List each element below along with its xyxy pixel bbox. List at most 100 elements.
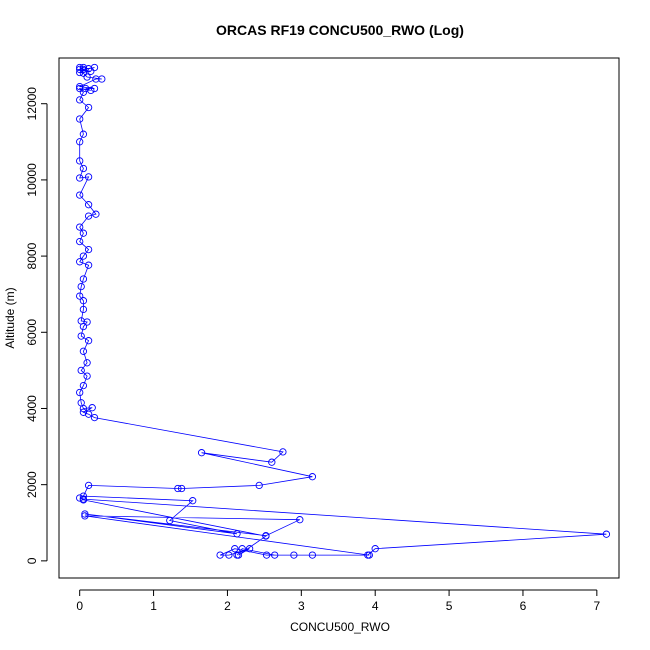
data-point xyxy=(76,258,84,266)
y-tick-label: 2000 xyxy=(25,471,39,498)
plot-frame xyxy=(58,57,620,579)
data-point xyxy=(79,347,88,355)
data-point xyxy=(79,63,88,72)
data-point xyxy=(76,65,84,74)
data-point xyxy=(79,275,88,283)
x-axis: 0 1 2 3 4 5 6 7 xyxy=(76,589,600,613)
data-point xyxy=(76,157,84,165)
data-point xyxy=(77,399,85,407)
data-point xyxy=(255,481,263,490)
data-point xyxy=(79,381,88,390)
data-point xyxy=(79,65,88,74)
data-point xyxy=(79,229,88,237)
data-point xyxy=(76,82,84,91)
data-point xyxy=(90,63,99,72)
data-point xyxy=(77,332,85,340)
data-point xyxy=(79,69,88,77)
data-point xyxy=(245,545,254,553)
data-point xyxy=(79,492,88,500)
data-point xyxy=(262,551,271,559)
data-point xyxy=(76,223,84,231)
data-point xyxy=(76,138,84,146)
data-point xyxy=(88,404,96,412)
data-point xyxy=(271,551,279,559)
data-point xyxy=(177,484,186,493)
data-point xyxy=(76,237,84,246)
x-tick-label: 4 xyxy=(372,599,379,613)
data-point xyxy=(77,282,85,291)
data-point xyxy=(84,261,93,269)
data-point xyxy=(84,410,93,418)
data-point xyxy=(92,75,100,83)
data-point xyxy=(79,252,88,260)
data-point xyxy=(76,494,84,502)
data-point xyxy=(216,551,224,559)
y-tick-label: 8000 xyxy=(25,242,39,269)
data-point xyxy=(84,103,93,112)
data-point xyxy=(79,408,88,416)
data-point xyxy=(225,551,233,559)
x-tick-label: 6 xyxy=(520,599,527,613)
data-point xyxy=(81,510,89,518)
data-point xyxy=(197,449,206,457)
data-point xyxy=(83,372,91,380)
series-layer xyxy=(76,63,611,559)
y-tick-label: 10000 xyxy=(25,163,39,197)
data-point xyxy=(84,201,93,209)
data-point xyxy=(279,448,287,456)
data-point xyxy=(290,551,298,559)
data-point xyxy=(84,245,93,254)
y-tick-label: 6000 xyxy=(25,319,39,346)
data-point xyxy=(81,512,89,520)
y-tick-label: 12000 xyxy=(25,87,39,121)
y-tick-label: 0 xyxy=(25,557,39,564)
data-point xyxy=(76,84,84,93)
chart-title: ORCAS RF19 CONCU500_RWO (Log) xyxy=(216,22,464,38)
y-tick-label: 4000 xyxy=(25,395,39,422)
x-tick-label: 5 xyxy=(446,599,453,613)
data-point xyxy=(189,497,197,505)
data-point xyxy=(262,532,270,540)
data-point xyxy=(79,305,88,314)
data-point xyxy=(308,551,317,559)
data-point xyxy=(76,388,84,397)
data-point xyxy=(84,173,93,181)
x-tick-label: 1 xyxy=(150,599,157,613)
data-point xyxy=(79,297,88,305)
data-point xyxy=(77,366,85,375)
data-point xyxy=(83,359,91,367)
data-point xyxy=(90,84,99,93)
data-point xyxy=(308,473,317,481)
data-point xyxy=(602,530,611,538)
data-point xyxy=(76,191,84,199)
data-point xyxy=(166,516,174,525)
x-tick-label: 7 xyxy=(593,599,600,613)
data-point xyxy=(87,86,95,95)
data-point xyxy=(76,63,84,72)
data-point xyxy=(83,73,91,81)
data-point xyxy=(268,458,276,466)
data-point xyxy=(296,516,304,524)
x-tick-label: 2 xyxy=(224,599,231,613)
data-point xyxy=(233,530,241,538)
x-tick-label: 0 xyxy=(76,599,83,613)
data-point xyxy=(174,484,182,493)
data-point xyxy=(77,317,85,325)
data-point xyxy=(84,481,93,490)
data-point xyxy=(79,88,88,96)
data-point xyxy=(79,164,88,173)
data-point xyxy=(84,337,93,345)
y-axis-label: Altitude (m) xyxy=(3,287,17,348)
data-point xyxy=(231,545,239,553)
data-point xyxy=(76,96,84,104)
data-point xyxy=(371,545,379,553)
data-point xyxy=(92,210,100,218)
x-tick-label: 3 xyxy=(298,599,305,613)
data-point xyxy=(98,75,106,83)
x-axis-label: CONCU500_RWO xyxy=(290,620,390,634)
series-line xyxy=(78,67,607,556)
data-point xyxy=(84,212,93,220)
data-point xyxy=(79,130,88,138)
y-axis: 0 2000 4000 6000 8000 10000 12000 xyxy=(25,87,48,564)
